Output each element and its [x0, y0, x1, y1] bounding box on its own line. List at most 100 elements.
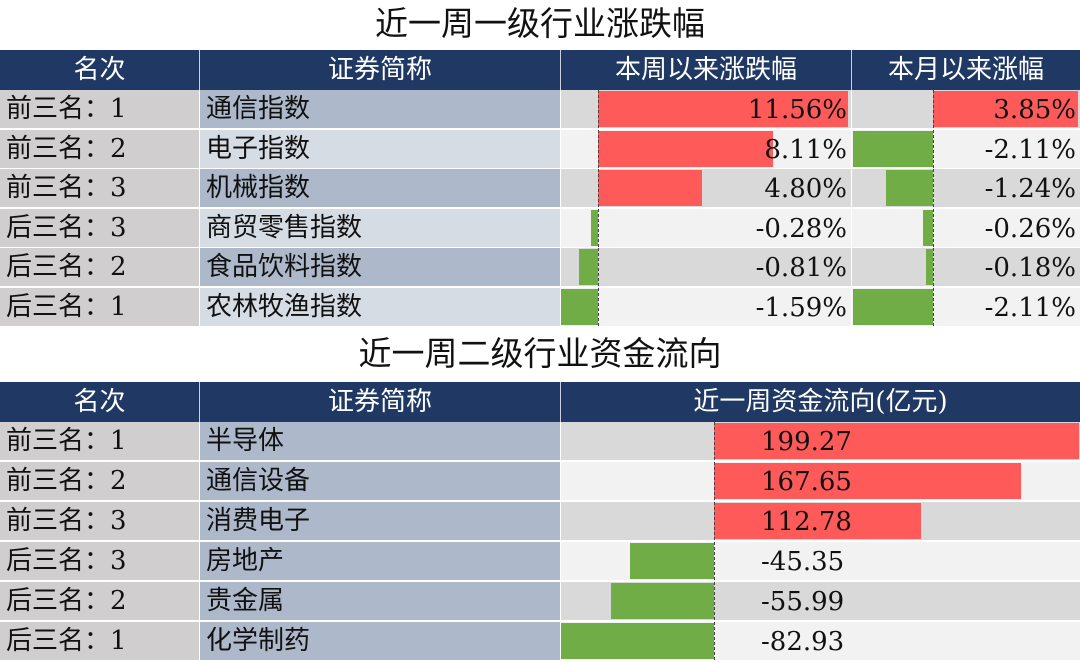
- fund-flow-cell: 112.78: [561, 502, 1080, 540]
- table1-row: 前三名：1 通信指数 11.56% 3.85%: [0, 90, 1080, 129]
- zero-axis-line: [933, 169, 934, 207]
- fund-flow-value: 112.78: [761, 507, 852, 537]
- month-change-bar: [853, 130, 933, 167]
- month-change-value: -1.24%: [984, 174, 1076, 204]
- month-change-cell: -2.11%: [852, 129, 1080, 168]
- week-change-cell: 4.80%: [561, 169, 852, 207]
- fund-flow-cell: -82.93: [561, 622, 1080, 660]
- security-name: 消费电子: [200, 502, 561, 540]
- rank-label: 后三名：2: [0, 248, 200, 286]
- rank-label: 后三名：2: [0, 582, 200, 620]
- header-rank: 名次: [0, 382, 200, 422]
- zero-axis-line: [714, 502, 715, 540]
- week-change-value: 11.56%: [747, 95, 847, 125]
- header-rank: 名次: [0, 50, 200, 90]
- month-change-cell: -0.18%: [852, 248, 1080, 286]
- zero-axis-line: [598, 169, 599, 207]
- rank-label: 后三名：1: [0, 287, 200, 326]
- month-change-cell: 3.85%: [852, 90, 1080, 128]
- security-name: 商贸零售指数: [200, 208, 561, 247]
- week-change-value: 8.11%: [764, 134, 847, 165]
- zero-axis-line: [933, 90, 934, 128]
- rank-label: 后三名：1: [0, 622, 200, 660]
- rank-label: 前三名：3: [0, 169, 200, 207]
- month-change-cell: -1.24%: [852, 169, 1080, 207]
- rank-label: 前三名：2: [0, 462, 200, 500]
- zero-axis-line: [714, 582, 715, 620]
- zero-axis-line: [714, 462, 715, 500]
- month-change-bar: [885, 170, 933, 206]
- zero-axis-line: [933, 129, 934, 168]
- zero-axis-line: [714, 422, 715, 460]
- zero-axis-line: [933, 287, 934, 326]
- header-week-change: 本周以来涨跌幅: [561, 50, 852, 90]
- table2-row: 前三名：2 通信设备 167.65: [0, 462, 1080, 501]
- fund-flow-cell: 199.27: [561, 422, 1080, 460]
- week-change-cell: -0.81%: [561, 248, 852, 286]
- table2-title: 近一周二级行业资金流向: [358, 334, 722, 373]
- month-change-bar: [926, 249, 933, 285]
- security-name: 通信设备: [200, 462, 561, 500]
- week-change-bar: [561, 288, 598, 325]
- security-name: 电子指数: [200, 129, 561, 168]
- month-change-value: -0.26%: [984, 213, 1076, 244]
- month-change-bar: [933, 91, 1078, 127]
- month-change-cell: -0.26%: [852, 208, 1080, 247]
- table2-row: 前三名：1 半导体 199.27: [0, 422, 1080, 461]
- fund-flow-value: -82.93: [761, 627, 845, 657]
- zero-axis-line: [598, 248, 599, 286]
- month-change-bar: [923, 209, 933, 246]
- table1-title: 近一周一级行业涨跌幅: [375, 4, 705, 43]
- table1-row: 后三名：1 农林牧渔指数 -1.59% -2.11%: [0, 287, 1080, 327]
- week-change-cell: 11.56%: [561, 90, 852, 128]
- week-change-value: -0.81%: [755, 253, 847, 283]
- fund-flow-value: -45.35: [761, 547, 845, 577]
- week-change-cell: 8.11%: [561, 129, 852, 168]
- security-name: 通信指数: [200, 90, 561, 128]
- zero-axis-line: [598, 90, 599, 128]
- table2-row: 后三名：1 化学制药 -82.93: [0, 622, 1080, 661]
- month-change-value: -0.18%: [984, 253, 1076, 283]
- table2-row: 后三名：3 房地产 -45.35: [0, 542, 1080, 581]
- fund-flow-bar: [561, 623, 714, 659]
- zero-axis-line: [714, 622, 715, 660]
- security-name: 农林牧渔指数: [200, 287, 561, 326]
- week-change-bar: [598, 170, 702, 206]
- security-name: 食品饮料指数: [200, 248, 561, 286]
- rank-label: 前三名：1: [0, 422, 200, 460]
- week-change-cell: -1.59%: [561, 287, 852, 326]
- security-name: 半导体: [200, 422, 561, 460]
- week-change-bar: [579, 249, 598, 285]
- month-change-value: -2.11%: [984, 134, 1076, 165]
- header-name: 证券简称: [200, 50, 561, 90]
- table2-header: 名次 证券简称 近一周资金流向(亿元): [0, 382, 1080, 422]
- zero-axis-line: [714, 542, 715, 580]
- rank-label: 前三名：2: [0, 129, 200, 168]
- fund-flow-bar: [714, 463, 1022, 499]
- table2-row: 前三名：3 消费电子 112.78: [0, 502, 1080, 541]
- month-change-value: 3.85%: [993, 95, 1076, 125]
- fund-flow-value: -55.99: [761, 587, 845, 617]
- week-change-value: 4.80%: [764, 174, 847, 204]
- month-change-bar: [853, 288, 933, 325]
- fund-flow-value: 199.27: [761, 427, 852, 457]
- security-name: 机械指数: [200, 169, 561, 207]
- security-name: 房地产: [200, 542, 561, 580]
- month-change-value: -2.11%: [984, 292, 1076, 323]
- security-name: 贵金属: [200, 582, 561, 620]
- week-change-bar: [598, 130, 774, 167]
- security-name: 化学制药: [200, 622, 561, 660]
- month-change-cell: -2.11%: [852, 287, 1080, 326]
- rank-label: 前三名：3: [0, 502, 200, 540]
- fund-flow-bar: [630, 543, 714, 579]
- fund-flow-cell: -45.35: [561, 542, 1080, 580]
- zero-axis-line: [933, 208, 934, 247]
- table1-row: 前三名：3 机械指数 4.80% -1.24%: [0, 169, 1080, 208]
- zero-axis-line: [598, 208, 599, 247]
- header-month-change: 本月以来涨幅: [887, 55, 1044, 85]
- week-change-bar: [598, 91, 848, 127]
- fund-flow-bar: [714, 423, 1079, 459]
- table1-row: 后三名：3 商贸零售指数 -0.28% -0.26%: [0, 208, 1080, 248]
- rank-label: 后三名：3: [0, 208, 200, 247]
- fund-flow-bar: [610, 583, 714, 619]
